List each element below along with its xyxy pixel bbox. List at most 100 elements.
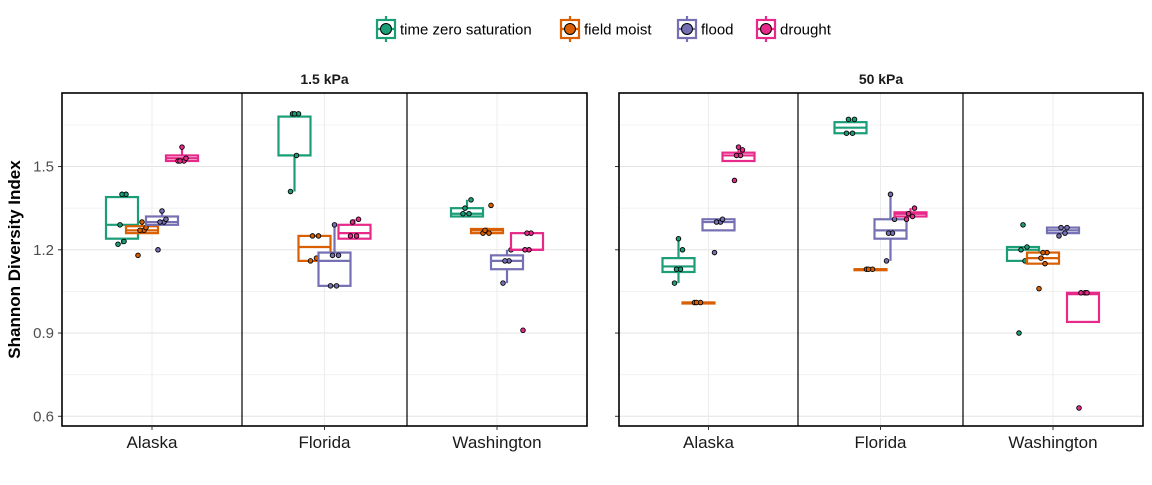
- legend-label: field moist: [584, 22, 652, 39]
- data-point: [183, 155, 189, 161]
- data-point: [115, 241, 121, 247]
- data-point: [1042, 260, 1048, 267]
- group-washington: [449, 197, 545, 334]
- data-point: [293, 152, 300, 159]
- data-point: [735, 144, 742, 150]
- data-point: [502, 258, 508, 264]
- data-point: [353, 233, 360, 239]
- y-tick-label: 1.2: [33, 242, 54, 259]
- data-point: [1020, 222, 1026, 228]
- data-point: [121, 238, 127, 245]
- data-point: [355, 216, 362, 223]
- box-field-moist: [124, 219, 160, 259]
- box-flood: [144, 208, 180, 253]
- x-tick-label: Washington: [452, 433, 541, 452]
- box-field-moist: [297, 233, 332, 264]
- box-body: [701, 218, 736, 232]
- box-flood: [701, 216, 736, 256]
- box-field-moist: [469, 202, 505, 236]
- data-point: [488, 202, 494, 209]
- data-point: [520, 327, 526, 334]
- data-point: [482, 227, 488, 234]
- box-body: [317, 251, 352, 287]
- data-point: [155, 247, 161, 253]
- data-point: [1058, 224, 1064, 231]
- data-point: [500, 280, 506, 286]
- box-time-zero-saturation: [449, 197, 485, 218]
- data-point: [711, 249, 718, 256]
- data-point: [331, 222, 338, 228]
- data-point: [843, 130, 850, 136]
- x-tick-label: Florida: [855, 433, 908, 452]
- x-tick-label: Florida: [299, 433, 352, 452]
- y-tick-label: 1.5: [33, 159, 54, 176]
- group-alaska: [104, 144, 200, 259]
- panel-title: 1.5 kPa: [300, 71, 348, 87]
- box-drought: [337, 216, 372, 240]
- box-flood: [873, 191, 908, 264]
- data-point: [883, 258, 890, 264]
- y-axis-title: Shannon Diversity Index: [5, 160, 24, 359]
- y-tick-label: 0.6: [33, 408, 54, 425]
- legend-item-drought: drought: [755, 16, 832, 42]
- data-point: [671, 280, 678, 286]
- data-point: [327, 283, 334, 289]
- data-point: [719, 216, 726, 223]
- data-point: [1036, 285, 1042, 292]
- legend-label: flood: [701, 22, 734, 39]
- data-point: [486, 230, 492, 236]
- box-flood: [1045, 224, 1081, 239]
- legend-key-point: [681, 23, 693, 35]
- box-field-moist: [853, 266, 888, 272]
- legend-item-field-moist: field moist: [559, 16, 652, 42]
- data-point: [466, 210, 472, 217]
- box-drought: [1065, 290, 1101, 411]
- data-point: [731, 177, 738, 184]
- data-point: [177, 158, 183, 164]
- box-body: [337, 223, 372, 240]
- data-point: [117, 222, 123, 228]
- data-point: [309, 233, 316, 239]
- data-point: [335, 252, 342, 259]
- x-tick-label: Alaska: [126, 433, 178, 452]
- data-point: [157, 219, 163, 225]
- box-flood: [489, 247, 525, 286]
- data-point: [460, 210, 466, 217]
- data-point: [524, 230, 530, 236]
- legend-label: drought: [780, 22, 832, 39]
- data-point: [1018, 247, 1024, 253]
- legend-label: time zero saturation: [400, 22, 532, 39]
- y-tick-label: 0.9: [33, 325, 54, 342]
- data-point: [673, 266, 680, 272]
- legend-item-flood: flood: [676, 16, 734, 42]
- data-point: [733, 152, 740, 159]
- data-point: [1078, 290, 1084, 296]
- box-body: [277, 115, 312, 157]
- data-point: [287, 188, 294, 195]
- box-drought: [893, 205, 928, 223]
- data-point: [1076, 405, 1082, 411]
- box-body: [873, 218, 908, 240]
- box-field-moist: [1025, 249, 1061, 292]
- data-point: [891, 216, 898, 223]
- data-point: [1084, 290, 1090, 296]
- box-time-zero-saturation: [833, 116, 868, 136]
- data-point: [1038, 255, 1044, 261]
- data-point: [713, 219, 720, 225]
- data-point: [909, 213, 916, 220]
- data-point: [887, 191, 894, 198]
- data-point: [163, 216, 169, 223]
- box-field-moist: [681, 299, 716, 306]
- data-point: [885, 230, 892, 236]
- data-point: [1062, 230, 1068, 236]
- data-point: [693, 299, 700, 306]
- data-point: [143, 224, 149, 231]
- data-point: [179, 144, 185, 150]
- x-tick-label: Washington: [1008, 433, 1097, 452]
- data-point: [845, 116, 852, 123]
- data-point: [903, 216, 910, 223]
- data-point: [315, 233, 322, 239]
- data-point: [675, 235, 682, 242]
- data-point: [329, 252, 336, 259]
